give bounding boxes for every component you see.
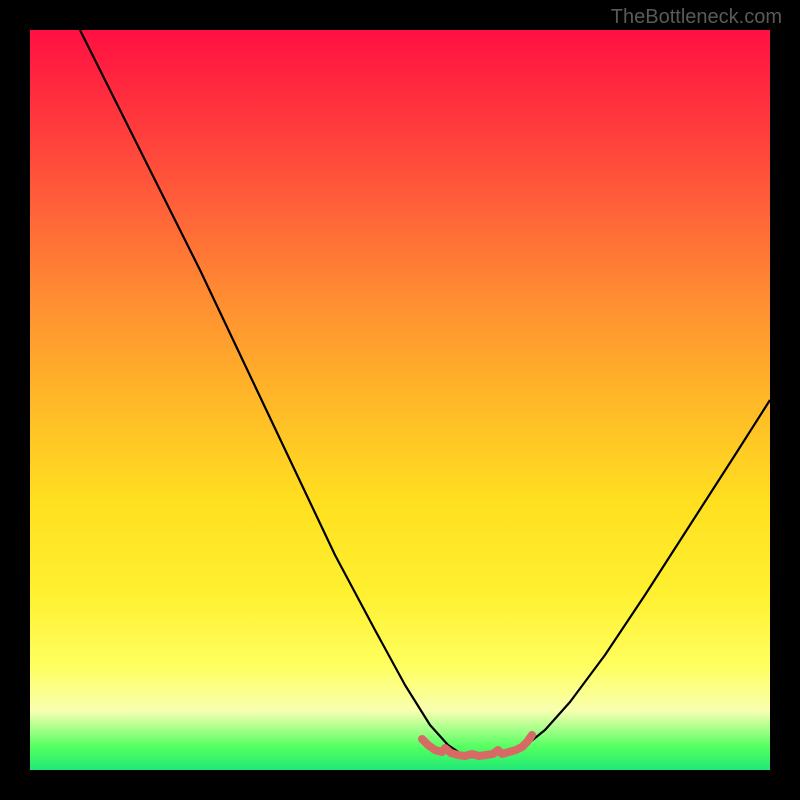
chart-gradient-background	[30, 30, 770, 770]
watermark-text: TheBottleneck.com	[611, 6, 782, 29]
plot-area	[30, 30, 770, 770]
